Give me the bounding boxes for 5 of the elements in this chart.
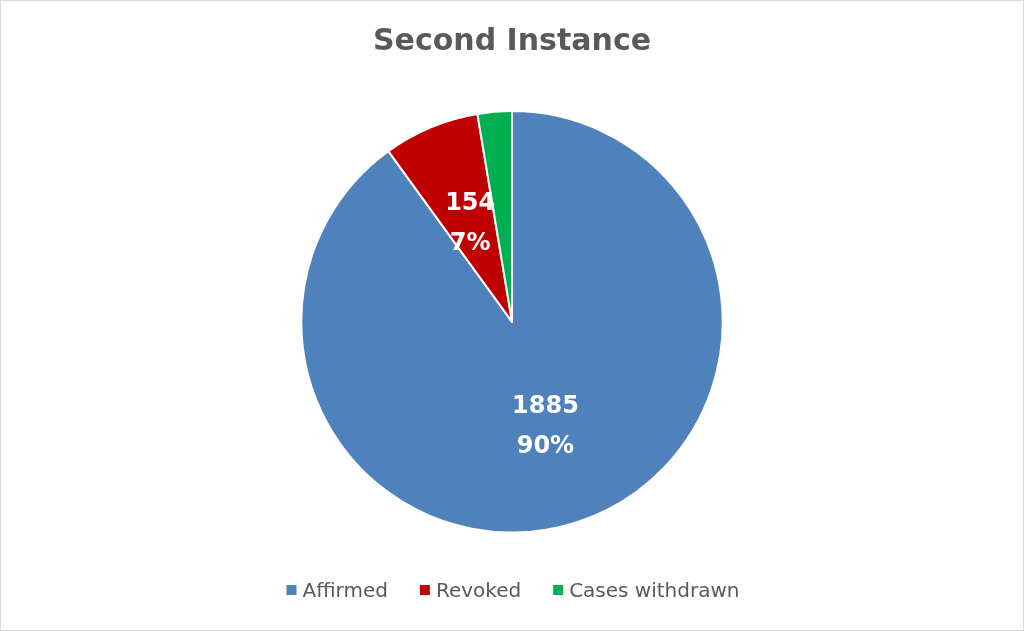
legend-label: Cases withdrawn bbox=[569, 578, 740, 602]
chart-title: Second Instance bbox=[372, 21, 652, 57]
legend-label: Affirmed bbox=[302, 578, 388, 602]
data-label: 1885 90% bbox=[512, 390, 579, 459]
legend-label: Revoked bbox=[435, 578, 522, 602]
